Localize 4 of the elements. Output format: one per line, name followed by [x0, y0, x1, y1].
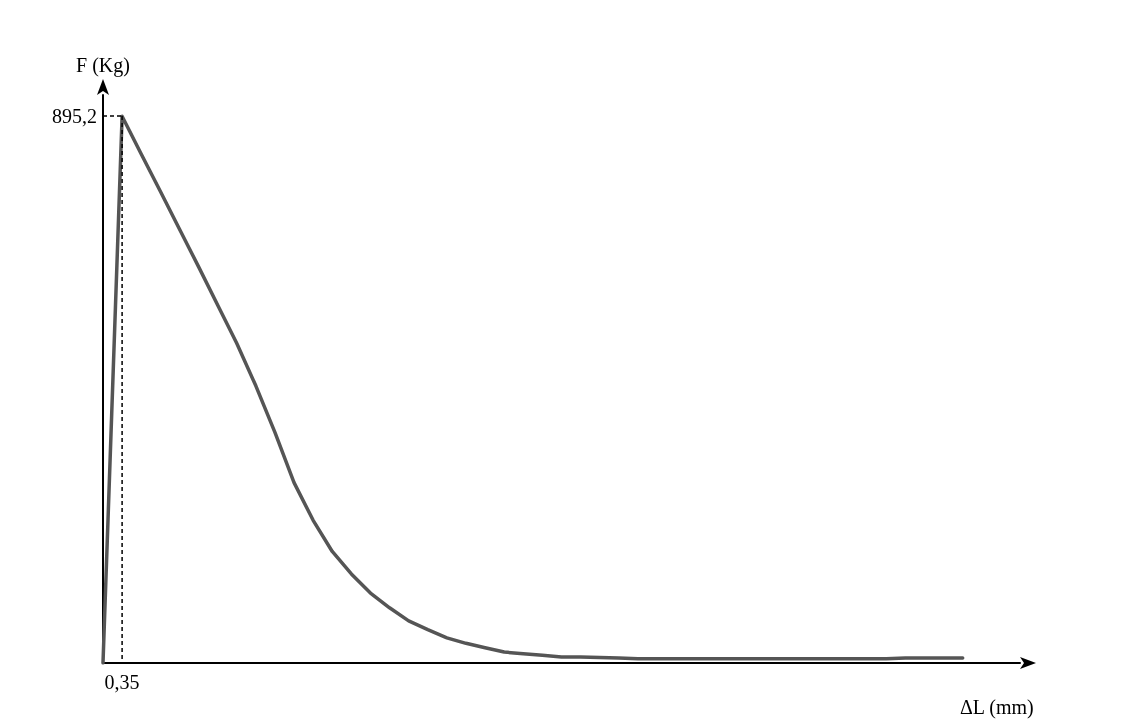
y-axis-title: F (Kg): [76, 54, 130, 77]
x-axis-title: ΔL (mm): [960, 696, 1034, 719]
text: 0,35: [104, 671, 140, 693]
text: 895,2: [52, 105, 97, 128]
